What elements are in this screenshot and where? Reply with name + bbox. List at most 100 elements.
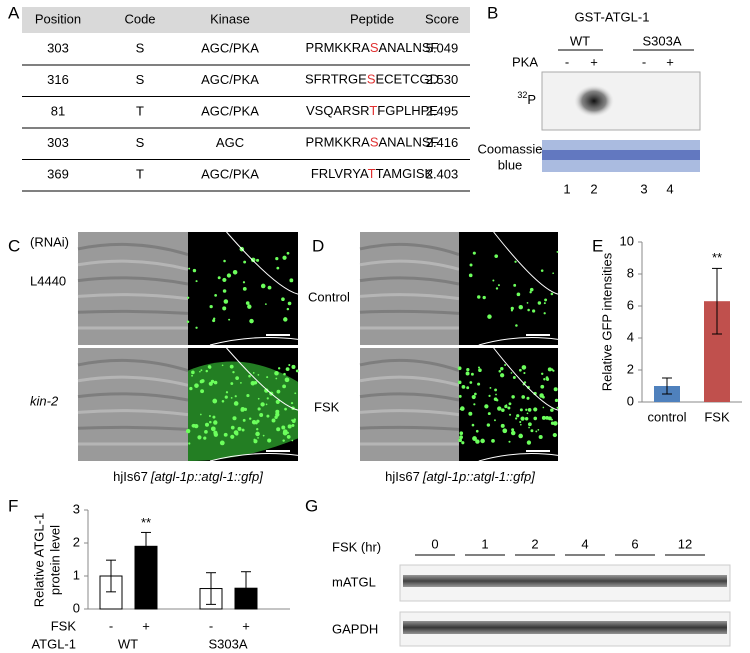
gfp-spot bbox=[243, 407, 248, 411]
y-axis-label: Relative GFP intensities bbox=[599, 252, 614, 391]
gfp-spot bbox=[271, 418, 276, 423]
gfp-spot bbox=[480, 438, 485, 444]
gfp-spot bbox=[245, 301, 250, 305]
gfp-spot bbox=[255, 431, 260, 437]
x-row-label: FSK bbox=[51, 618, 77, 633]
y-tick-label: 1 bbox=[73, 567, 80, 582]
gfp-spot bbox=[286, 431, 289, 434]
dic-texture bbox=[77, 276, 189, 286]
gfp-spot bbox=[286, 435, 291, 439]
x-tick-label: control bbox=[647, 409, 686, 424]
band-label: GAPDH bbox=[332, 621, 378, 636]
gfp-spot bbox=[556, 406, 559, 409]
dic-texture bbox=[77, 409, 189, 417]
gfp-spot bbox=[511, 395, 515, 399]
gfp-spot bbox=[185, 428, 191, 434]
gfp-spot bbox=[287, 301, 292, 306]
stain-label: Coomassie bbox=[477, 141, 542, 156]
gfp-spot bbox=[225, 391, 229, 394]
table-cell: 303 bbox=[47, 40, 69, 55]
gfp-spot bbox=[276, 389, 281, 394]
dic-texture bbox=[77, 259, 189, 271]
phospho-site: T bbox=[368, 166, 376, 181]
transgene: [atgl-1p::atgl-1::gfp] bbox=[422, 469, 535, 484]
gfp-spot bbox=[248, 374, 251, 378]
peptide: PRMKKRASANALNSF bbox=[306, 40, 439, 55]
table-cell: 2.495 bbox=[426, 103, 459, 118]
gfp-spot bbox=[286, 251, 290, 255]
group-label: WT bbox=[118, 636, 138, 651]
panel-label: F bbox=[8, 496, 18, 515]
gfp-spot bbox=[498, 369, 502, 373]
gfp-spot bbox=[524, 416, 529, 421]
gfp-spot bbox=[502, 428, 508, 434]
gfp-spot bbox=[260, 402, 265, 407]
dic-texture bbox=[77, 392, 189, 402]
gfp-spot bbox=[477, 295, 481, 299]
gfp-spot bbox=[553, 387, 558, 392]
gfp-spot bbox=[550, 292, 554, 296]
gfp-spot bbox=[510, 372, 513, 374]
gfp-spot bbox=[550, 418, 553, 421]
gfp-spot bbox=[540, 269, 544, 272]
gfp-spot bbox=[516, 414, 520, 418]
gfp-spot bbox=[237, 426, 242, 431]
gfp-spot bbox=[535, 430, 538, 433]
body-outline bbox=[478, 336, 559, 346]
annotation: ** bbox=[141, 515, 151, 530]
gfp-spot bbox=[223, 432, 228, 437]
table-cell: 2.416 bbox=[426, 135, 459, 150]
gfp-spot bbox=[192, 268, 197, 273]
gfp-spot bbox=[251, 419, 257, 425]
dic-texture bbox=[77, 375, 189, 387]
gfp-spot bbox=[204, 429, 208, 434]
table-header: Position bbox=[35, 11, 81, 26]
gfp-spot bbox=[537, 428, 540, 431]
x-tick-label: + bbox=[142, 618, 150, 633]
gfp-spot bbox=[294, 392, 297, 395]
gfp-spot bbox=[504, 404, 508, 409]
gfp-spot bbox=[528, 426, 530, 429]
gfp-spot bbox=[508, 440, 511, 443]
gfp-spot bbox=[500, 366, 504, 371]
strain: hjIs67 bbox=[385, 469, 420, 484]
gfp-spot bbox=[277, 367, 281, 370]
gfp-spot bbox=[232, 416, 237, 421]
row-label: kin-2 bbox=[30, 393, 59, 408]
gfp-spot bbox=[232, 371, 235, 374]
y-tick-label: 2 bbox=[73, 534, 80, 549]
gfp-spot bbox=[224, 395, 228, 399]
gfp-spot bbox=[457, 380, 462, 385]
gfp-spot bbox=[526, 396, 530, 400]
gfp-spot bbox=[259, 413, 264, 417]
gfp-spot bbox=[457, 366, 462, 371]
element: P bbox=[527, 92, 536, 107]
gfp-spot bbox=[235, 376, 239, 380]
dic-texture bbox=[359, 293, 460, 301]
gfp-spot bbox=[204, 422, 210, 427]
gfp-spot bbox=[289, 278, 294, 283]
lane-number: 2 bbox=[590, 181, 597, 196]
gfp-spot bbox=[461, 441, 465, 445]
dic-texture bbox=[359, 259, 460, 271]
gfp-spot bbox=[282, 255, 287, 260]
y-tick-label: 8 bbox=[627, 265, 634, 280]
lane-number: 4 bbox=[666, 181, 673, 196]
gfp-spot bbox=[213, 317, 216, 320]
gfp-spot bbox=[540, 384, 545, 389]
gfp-spot bbox=[275, 257, 279, 261]
residue-flank: ANALNSF bbox=[379, 135, 439, 150]
gfp-spot bbox=[275, 399, 280, 404]
gfp-spot bbox=[223, 259, 226, 263]
gfp-spot bbox=[293, 418, 296, 421]
x-tick-label: + bbox=[242, 618, 250, 633]
table-cell: 369 bbox=[47, 166, 69, 181]
gfp-spot bbox=[533, 407, 538, 412]
gfp-spot bbox=[222, 306, 227, 311]
gfp-spot bbox=[526, 440, 532, 445]
residue-flank: FRLVRYA bbox=[311, 166, 369, 181]
sign: + bbox=[590, 54, 598, 69]
gfp-spot bbox=[459, 435, 463, 440]
x-tick-label: FSK bbox=[704, 409, 730, 424]
